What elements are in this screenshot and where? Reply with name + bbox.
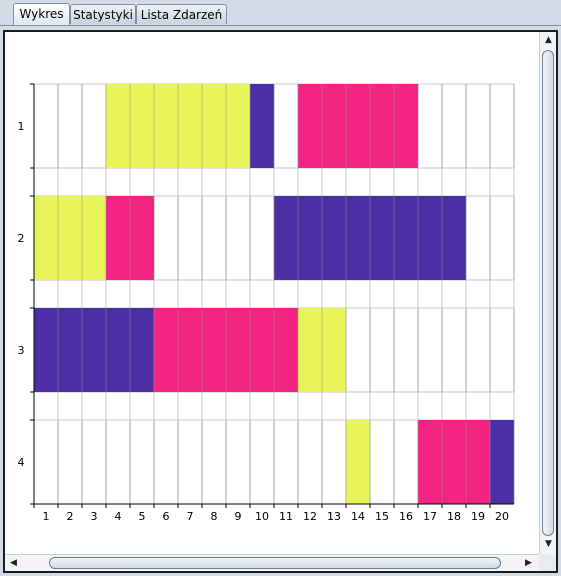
chart-cell bbox=[58, 196, 82, 280]
chart-cell bbox=[274, 308, 298, 392]
chart-cell bbox=[154, 84, 178, 168]
chart-cell bbox=[346, 84, 370, 168]
column-tick-label: 19 bbox=[471, 510, 485, 523]
horizontal-scrollbar[interactable]: ◀ ▶ bbox=[5, 554, 539, 571]
chart-cell bbox=[298, 196, 322, 280]
chart-cell bbox=[226, 308, 250, 392]
column-tick-label: 10 bbox=[255, 510, 269, 523]
chart-cell bbox=[34, 308, 58, 392]
tab-bar: Wykres Statystyki Lista Zdarzeń bbox=[0, 0, 561, 26]
tab-wykres[interactable]: Wykres bbox=[13, 3, 70, 26]
chart-cell bbox=[298, 84, 322, 168]
scroll-right-arrow-icon[interactable]: ▶ bbox=[521, 556, 536, 571]
chart-cell bbox=[466, 420, 490, 504]
column-tick-label: 15 bbox=[375, 510, 389, 523]
vertical-scrollbar[interactable]: ▲ ▼ bbox=[539, 32, 556, 554]
chart-cell bbox=[82, 308, 106, 392]
column-tick-label: 16 bbox=[399, 510, 413, 523]
chart-cell bbox=[82, 196, 106, 280]
column-tick-label: 12 bbox=[303, 510, 317, 523]
chart-cell bbox=[178, 84, 202, 168]
tab-lista-zdarzen[interactable]: Lista Zdarzeń bbox=[136, 4, 227, 24]
chart-cell bbox=[202, 84, 226, 168]
chart-cell bbox=[274, 196, 298, 280]
chart-cell bbox=[346, 196, 370, 280]
chart-cell bbox=[442, 196, 466, 280]
column-tick-label: 2 bbox=[67, 510, 74, 523]
scroll-up-arrow-icon[interactable]: ▲ bbox=[541, 33, 556, 48]
column-tick-label: 9 bbox=[235, 510, 242, 523]
row-tick-label: 2 bbox=[18, 232, 25, 245]
vertical-scroll-thumb[interactable] bbox=[542, 50, 554, 536]
chart-cell bbox=[130, 308, 154, 392]
row-tick-label: 1 bbox=[18, 120, 25, 133]
scroll-down-arrow-icon[interactable]: ▼ bbox=[541, 537, 556, 552]
chart-cell bbox=[250, 308, 274, 392]
chart-cell bbox=[394, 196, 418, 280]
column-tick-label: 20 bbox=[495, 510, 509, 523]
column-tick-label: 4 bbox=[115, 510, 122, 523]
chart-cell bbox=[322, 308, 346, 392]
chart-cell bbox=[346, 420, 370, 504]
chart-cell bbox=[178, 308, 202, 392]
row-tick-label: 4 bbox=[18, 456, 25, 469]
chart-cell bbox=[490, 420, 514, 504]
scroll-corner bbox=[539, 554, 556, 571]
scroll-left-arrow-icon[interactable]: ◀ bbox=[6, 556, 21, 571]
chart-cell bbox=[34, 196, 58, 280]
column-tick-label: 7 bbox=[187, 510, 194, 523]
column-tick-label: 18 bbox=[447, 510, 461, 523]
chart-cell bbox=[226, 84, 250, 168]
column-tick-label: 14 bbox=[351, 510, 365, 523]
chart-cell bbox=[154, 308, 178, 392]
chart-cell bbox=[418, 196, 442, 280]
column-tick-label: 11 bbox=[279, 510, 293, 523]
row-tick-label: 3 bbox=[18, 344, 25, 357]
chart-panel: 1 2 3 4 1 2 3 4 5 6 7 8 9 10 11 12 13 14 15 16 17 18 19 20 bbox=[3, 30, 558, 573]
chart-cell bbox=[130, 84, 154, 168]
chart-cell bbox=[202, 308, 226, 392]
chart-cell bbox=[442, 420, 466, 504]
column-tick-label: 3 bbox=[91, 510, 98, 523]
column-tick-label: 13 bbox=[327, 510, 341, 523]
chart-cell bbox=[250, 84, 274, 168]
chart-cell bbox=[370, 84, 394, 168]
chart-cell bbox=[322, 196, 346, 280]
chart-cell bbox=[370, 196, 394, 280]
column-tick-label: 6 bbox=[163, 510, 170, 523]
column-tick-label: 5 bbox=[139, 510, 146, 523]
chart-cell bbox=[58, 308, 82, 392]
chart-cell bbox=[418, 420, 442, 504]
chart-cell bbox=[130, 196, 154, 280]
chart-cell bbox=[298, 308, 322, 392]
tab-statystyki[interactable]: Statystyki bbox=[70, 4, 136, 24]
horizontal-scroll-thumb[interactable] bbox=[49, 557, 501, 569]
chart-cell bbox=[394, 84, 418, 168]
column-tick-label: 17 bbox=[423, 510, 437, 523]
chart-cell bbox=[322, 84, 346, 168]
column-tick-label: 1 bbox=[43, 510, 50, 523]
column-tick-label: 8 bbox=[211, 510, 218, 523]
chart-cell bbox=[106, 308, 130, 392]
chart-cell bbox=[106, 84, 130, 168]
chart-cell bbox=[106, 196, 130, 280]
